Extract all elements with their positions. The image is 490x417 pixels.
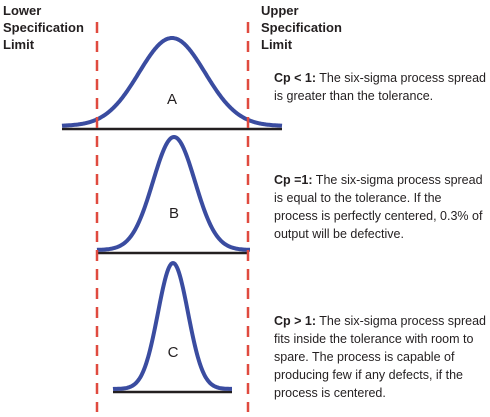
upper-spec-limit-line-3: Limit — [261, 37, 293, 52]
lower-spec-limit-line-2: Specification — [3, 20, 84, 35]
description-a-text: The six-sigma process spread is greater … — [274, 71, 487, 103]
bell-curve-a — [61, 36, 283, 128]
curve-label-c: C — [168, 344, 179, 361]
lower-spec-limit-line-1: Lower — [3, 3, 42, 18]
bell-curve-b — [96, 135, 251, 252]
upper-spec-limit-label: Upper Specification Limit — [261, 2, 342, 53]
bell-curve-c — [112, 261, 233, 391]
curve-label-b: B — [169, 205, 179, 222]
description-b-text: The six-sigma process spread is equal to… — [274, 173, 483, 241]
description-c-lead: Cp > 1: — [274, 314, 317, 328]
upper-spec-limit-line-1: Upper — [261, 3, 299, 18]
description-c-text: The six-sigma process spread fits inside… — [274, 314, 487, 400]
lower-spec-limit-line-3: Limit — [3, 37, 35, 52]
upper-spec-limit-line-2: Specification — [261, 20, 342, 35]
description-b: Cp =1: The six-sigma process spread is e… — [274, 171, 488, 243]
curve-label-a: A — [167, 91, 177, 108]
description-b-lead: Cp =1: — [274, 173, 313, 187]
lower-spec-limit-label: Lower Specification Limit — [3, 2, 84, 53]
description-c: Cp > 1: The six-sigma process spread fit… — [274, 312, 488, 402]
description-a-lead: Cp < 1: — [274, 71, 317, 85]
description-a: Cp < 1: The six-sigma process spread is … — [274, 69, 488, 105]
